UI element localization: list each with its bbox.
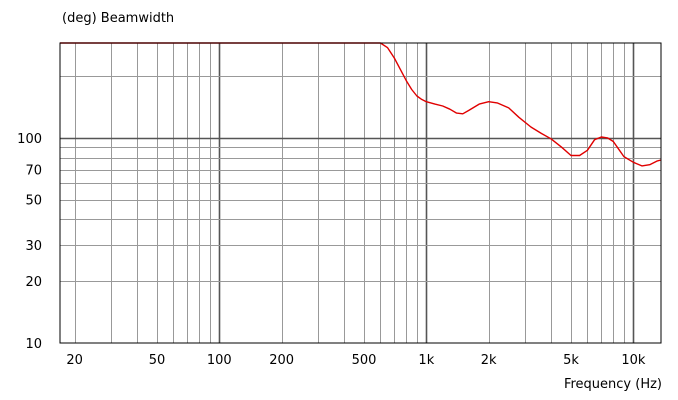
x-tick-label: 200 [269,353,294,368]
y-tick-label: 50 [25,194,42,209]
y-tick-label: 70 [25,164,42,179]
y-tick-label: 30 [25,239,42,254]
x-tick-label: 50 [149,353,166,368]
y-tick-label: 100 [17,132,42,147]
x-tick-label: 500 [352,353,377,368]
x-tick-label: 10k [621,353,646,368]
beamwidth-series-line [60,42,662,167]
y-tick-label: 20 [25,275,42,290]
y-axis-label: (deg) Beamwidth [62,11,174,26]
x-tick-label: 2k [481,353,497,368]
x-tick-label: 5k [563,353,579,368]
grid-layer [60,43,661,343]
series-layer [60,42,662,167]
y-tick-label: 10 [25,337,42,352]
x-tick-label: 1k [418,353,434,368]
tick-label-layer: 20 50 100 200 500 1k 2k 5k 10k 10 20 30 50 70 100 [17,132,646,368]
x-tick-label: 20 [66,353,83,368]
x-axis-label: Frequency (Hz) [564,377,662,392]
x-tick-label: 100 [207,353,232,368]
plot-frame [59,42,662,344]
